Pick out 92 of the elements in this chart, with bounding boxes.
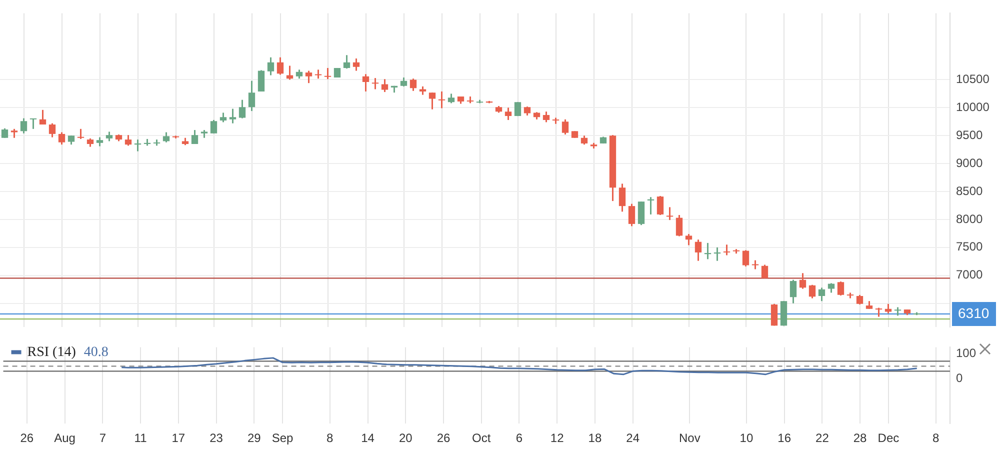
candlestick	[694, 238, 702, 262]
y-tick-label: 7500	[956, 240, 984, 254]
x-tick-label: 23	[210, 431, 224, 446]
candlestick	[48, 122, 56, 138]
candlestick	[286, 64, 294, 80]
candlestick	[258, 69, 265, 92]
candlestick	[210, 119, 218, 134]
candlestick	[666, 206, 674, 221]
legend-label: RSI (14)	[27, 344, 76, 360]
candlestick	[381, 78, 388, 93]
candlestick	[638, 200, 645, 226]
candlestick	[267, 56, 274, 76]
x-tick-label: Oct	[472, 431, 492, 446]
x-tick-label: 6	[516, 431, 523, 446]
candlestick	[618, 182, 626, 212]
candlestick	[790, 279, 797, 304]
candlestick	[58, 132, 66, 146]
candlestick	[676, 214, 683, 237]
x-tick-label: 10	[740, 431, 754, 446]
candlestick	[894, 306, 902, 316]
x-tick-label: 26	[20, 431, 34, 446]
candlestick	[685, 233, 692, 246]
candlestick	[818, 286, 826, 302]
candlestick	[504, 106, 512, 121]
candlestick	[305, 70, 312, 84]
y-tick-label: 10000	[956, 100, 990, 114]
candlestick	[828, 282, 835, 294]
x-tick-label: 17	[172, 431, 186, 446]
candlestick	[1, 128, 8, 139]
x-tick-label: Nov	[678, 431, 700, 446]
candlestick	[723, 244, 730, 256]
y-tick-label: 100	[956, 346, 976, 360]
candlestick	[352, 58, 360, 72]
candlestick	[656, 195, 664, 216]
candlestick	[761, 264, 768, 279]
y-tick-label: 7000	[956, 268, 984, 282]
candlestick	[343, 54, 350, 70]
candlestick	[39, 109, 46, 126]
y-tick-label: 9000	[956, 156, 984, 170]
candlestick	[220, 112, 227, 123]
candlestick	[799, 272, 806, 290]
x-tick-label: 22	[816, 431, 830, 446]
candlestick	[542, 110, 550, 123]
x-tick-label: 7	[99, 431, 106, 446]
y-tick-label: 9500	[956, 128, 984, 142]
x-tick-label: Aug	[54, 431, 76, 446]
x-tick-label: 29	[247, 431, 262, 446]
candlestick	[438, 90, 446, 109]
candlestick	[448, 92, 455, 104]
x-tick-label: 28	[853, 431, 868, 446]
candlestick	[324, 67, 332, 80]
candlestick	[229, 108, 236, 124]
candlestick	[77, 128, 84, 140]
y-tick-label: 10500	[956, 72, 990, 86]
candlestick	[20, 118, 28, 134]
candlestick	[248, 80, 256, 112]
x-tick-label: 8	[326, 431, 334, 446]
candlestick	[410, 78, 417, 92]
x-tick-label: 11	[134, 431, 148, 446]
y-tick-label: 8500	[956, 184, 984, 198]
x-tick-label: 24	[626, 431, 640, 446]
candlestick	[362, 73, 370, 92]
candlestick	[30, 118, 37, 130]
candlestick	[372, 77, 379, 90]
candlestick	[808, 284, 816, 300]
candlestick	[276, 56, 284, 76]
x-tick-label: 18	[588, 431, 602, 446]
x-tick-label: 20	[398, 431, 413, 446]
y-tick-label: 0	[956, 370, 963, 385]
candlestick	[124, 134, 132, 146]
candlestick	[238, 99, 246, 120]
x-tick-label: Dec	[878, 431, 900, 446]
candlestick	[106, 130, 113, 142]
candlestick	[162, 132, 170, 144]
x-tick-label: Sep	[272, 431, 294, 446]
annotation: 40.8	[84, 344, 108, 360]
x-tick-label: 26	[436, 431, 450, 446]
x-tick-label: 8	[932, 431, 940, 446]
candlestick	[856, 294, 864, 306]
candlestick	[770, 303, 778, 326]
ref-line-label: 6310	[958, 304, 990, 321]
x-tick-label: 16	[778, 431, 792, 446]
y-tick-label: 8000	[956, 212, 984, 226]
x-tick-label: 14	[361, 431, 375, 446]
candlestick	[514, 101, 522, 117]
x-tick-label: 12	[550, 431, 564, 446]
candlestick	[562, 118, 569, 136]
candlestick	[191, 129, 198, 145]
candlestick	[742, 249, 750, 268]
candlestick	[837, 280, 844, 296]
candlestick	[628, 203, 636, 227]
candlestick	[428, 92, 436, 110]
